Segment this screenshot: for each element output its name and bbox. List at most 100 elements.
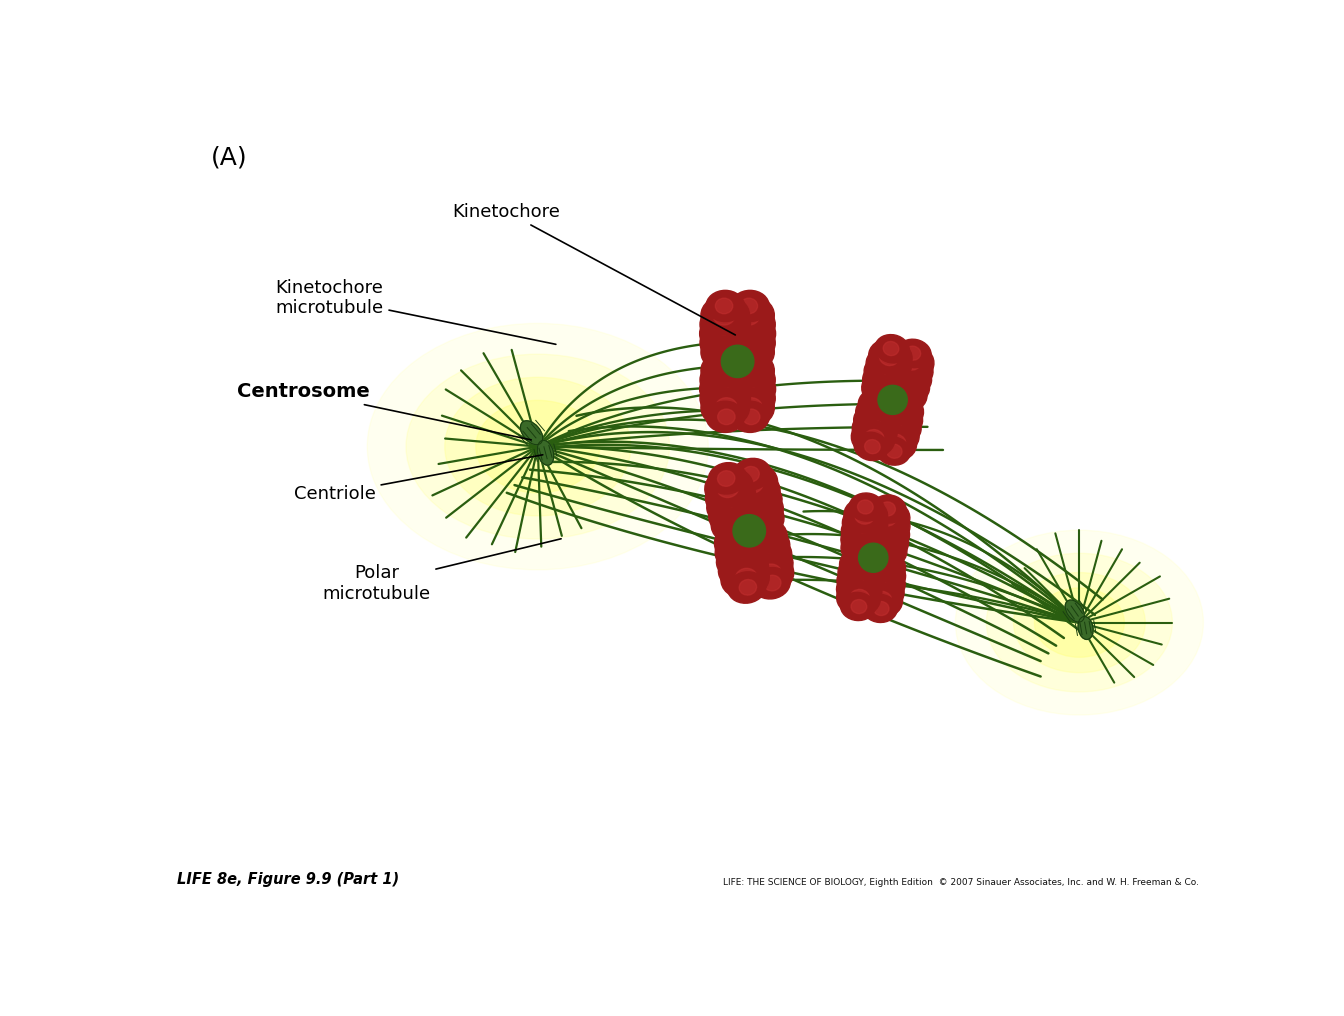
Ellipse shape	[886, 434, 906, 452]
Ellipse shape	[715, 522, 763, 562]
Ellipse shape	[715, 370, 738, 390]
Ellipse shape	[706, 345, 745, 377]
Ellipse shape	[864, 507, 910, 544]
Ellipse shape	[862, 372, 905, 407]
Ellipse shape	[902, 353, 921, 370]
Ellipse shape	[726, 351, 774, 390]
Ellipse shape	[731, 345, 769, 377]
Ellipse shape	[864, 430, 884, 447]
Ellipse shape	[874, 425, 917, 461]
Ellipse shape	[1078, 617, 1093, 639]
Ellipse shape	[715, 354, 732, 369]
Ellipse shape	[722, 345, 754, 378]
Ellipse shape	[905, 346, 921, 361]
Ellipse shape	[742, 513, 781, 545]
Ellipse shape	[728, 532, 751, 552]
Ellipse shape	[879, 347, 899, 366]
Ellipse shape	[875, 364, 896, 382]
Ellipse shape	[743, 491, 767, 512]
Ellipse shape	[738, 323, 761, 344]
Ellipse shape	[367, 323, 708, 570]
Ellipse shape	[712, 323, 735, 344]
Ellipse shape	[704, 467, 753, 507]
Ellipse shape	[872, 583, 892, 601]
Ellipse shape	[864, 355, 910, 392]
Ellipse shape	[859, 582, 903, 618]
Ellipse shape	[718, 354, 735, 369]
Ellipse shape	[702, 332, 750, 372]
Ellipse shape	[853, 403, 899, 441]
Ellipse shape	[724, 360, 775, 400]
Ellipse shape	[747, 510, 770, 529]
Ellipse shape	[876, 508, 896, 526]
Text: (A): (A)	[211, 145, 247, 170]
Ellipse shape	[852, 564, 872, 583]
Ellipse shape	[1066, 600, 1085, 622]
Ellipse shape	[864, 515, 910, 553]
Ellipse shape	[859, 573, 905, 611]
Ellipse shape	[862, 550, 906, 585]
Ellipse shape	[724, 322, 775, 364]
Ellipse shape	[708, 462, 746, 494]
Ellipse shape	[742, 354, 759, 369]
Ellipse shape	[755, 546, 780, 566]
Ellipse shape	[702, 351, 750, 390]
Ellipse shape	[720, 559, 769, 598]
Ellipse shape	[875, 407, 921, 445]
Ellipse shape	[892, 401, 913, 420]
Ellipse shape	[732, 490, 784, 531]
Ellipse shape	[730, 541, 753, 561]
Ellipse shape	[742, 483, 765, 503]
Ellipse shape	[712, 314, 735, 334]
Ellipse shape	[706, 291, 745, 321]
Ellipse shape	[714, 306, 735, 325]
Ellipse shape	[707, 485, 758, 526]
Ellipse shape	[855, 550, 871, 564]
Ellipse shape	[706, 475, 755, 517]
Ellipse shape	[763, 575, 781, 591]
Ellipse shape	[895, 395, 910, 409]
Ellipse shape	[715, 298, 732, 314]
Ellipse shape	[859, 388, 902, 424]
Ellipse shape	[731, 401, 769, 433]
Ellipse shape	[841, 513, 887, 551]
Ellipse shape	[724, 304, 775, 345]
Ellipse shape	[845, 543, 879, 571]
Ellipse shape	[875, 532, 895, 552]
Ellipse shape	[741, 354, 758, 369]
Ellipse shape	[867, 545, 902, 573]
Ellipse shape	[844, 498, 887, 533]
Text: Centriole: Centriole	[294, 455, 543, 503]
Ellipse shape	[718, 517, 757, 549]
Ellipse shape	[888, 418, 910, 436]
Ellipse shape	[887, 444, 902, 458]
Ellipse shape	[871, 495, 906, 523]
Ellipse shape	[868, 339, 913, 375]
Ellipse shape	[758, 555, 781, 575]
Ellipse shape	[715, 379, 738, 399]
Ellipse shape	[700, 322, 750, 364]
Ellipse shape	[718, 517, 757, 549]
Ellipse shape	[738, 306, 759, 325]
Ellipse shape	[896, 395, 913, 409]
Text: Kinetochore: Kinetochore	[453, 203, 735, 335]
Ellipse shape	[700, 304, 750, 345]
Ellipse shape	[741, 298, 758, 314]
Ellipse shape	[875, 558, 895, 576]
Ellipse shape	[872, 380, 892, 398]
Ellipse shape	[855, 506, 875, 524]
Ellipse shape	[732, 458, 771, 490]
Ellipse shape	[722, 505, 745, 525]
Text: LIFE: THE SCIENCE OF BIOLOGY, Eighth Edition  © 2007 Sinauer Associates, Inc. an: LIFE: THE SCIENCE OF BIOLOGY, Eighth Edi…	[723, 878, 1199, 887]
Ellipse shape	[859, 565, 905, 602]
Ellipse shape	[538, 440, 554, 465]
Ellipse shape	[741, 535, 792, 577]
Ellipse shape	[852, 531, 872, 550]
Ellipse shape	[739, 518, 788, 558]
Ellipse shape	[840, 548, 883, 583]
Ellipse shape	[864, 383, 899, 411]
Ellipse shape	[875, 334, 910, 363]
Ellipse shape	[743, 545, 793, 585]
Ellipse shape	[520, 421, 543, 445]
Ellipse shape	[714, 342, 735, 362]
